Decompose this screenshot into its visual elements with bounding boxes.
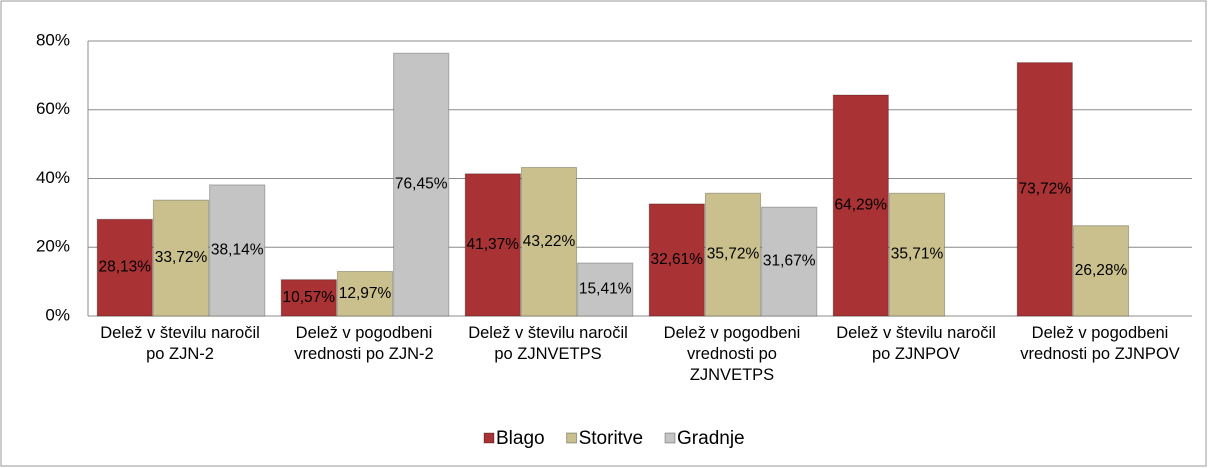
data-label: 35,71% (891, 246, 944, 263)
bar (209, 184, 266, 317)
data-label: 35,72% (707, 246, 760, 263)
data-label: 64,29% (835, 197, 888, 214)
bar (577, 262, 634, 317)
data-label: 38,14% (211, 242, 264, 259)
data-label: 32,61% (651, 251, 704, 268)
x-tick-label: Delež v številu naročil po ZJNVETPS (468, 324, 628, 363)
data-label: 10,57% (283, 289, 336, 306)
data-label: 43,22% (523, 233, 576, 250)
legend-swatch (483, 432, 495, 444)
bar (152, 199, 210, 317)
y-tick-label: 80% (36, 30, 70, 49)
y-tick-label: 20% (36, 237, 70, 256)
bar (336, 270, 394, 317)
data-label: 76,45% (395, 176, 448, 193)
data-label: 41,37% (467, 236, 520, 253)
y-tick-label: 0% (45, 305, 70, 324)
legend-label: Storitve (579, 428, 643, 449)
x-tick-label: Delež v pogodbeni vrednosti po ZJN-2 (294, 324, 434, 363)
y-tick-label: 60% (36, 99, 70, 118)
bar (888, 192, 946, 317)
bar (648, 203, 705, 317)
x-tick-label: Delež v številu naročil po ZJN-2 (100, 324, 260, 363)
bar (393, 52, 450, 317)
data-label: 26,28% (1075, 262, 1128, 279)
data-label: 73,72% (1019, 180, 1072, 197)
bar (704, 192, 762, 317)
y-tick-label: 40% (36, 168, 70, 187)
bar (464, 173, 521, 317)
data-label: 31,67% (763, 253, 816, 270)
legend-swatch (664, 432, 676, 444)
x-tick-label: Delež v pogodbeni vrednosti po ZJNVETPS (663, 324, 801, 384)
bar (96, 218, 153, 317)
bar (1072, 225, 1130, 317)
data-label: 15,41% (579, 281, 632, 298)
legend-label: Blago (496, 428, 545, 449)
x-tick-label: Delež v številu naročil po ZJNPOV (836, 324, 996, 363)
data-label: 28,13% (99, 259, 152, 276)
data-label: 33,72% (155, 249, 208, 266)
data-label: 12,97% (339, 285, 392, 302)
bar (761, 206, 818, 317)
bar (1016, 62, 1073, 317)
bar (832, 94, 889, 317)
bar (520, 166, 578, 317)
x-tick-label: Delež v pogodbeni vrednosti po ZJNPOV (1020, 324, 1180, 363)
legend-swatch (566, 432, 578, 444)
bar (280, 279, 337, 317)
legend-label: Gradnje (677, 428, 745, 449)
